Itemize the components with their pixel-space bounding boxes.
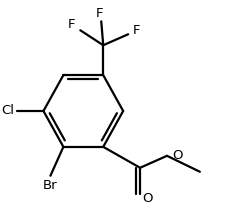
Text: Cl: Cl xyxy=(2,105,14,117)
Text: O: O xyxy=(142,192,152,205)
Text: F: F xyxy=(68,18,75,31)
Text: F: F xyxy=(95,7,103,20)
Text: O: O xyxy=(172,149,183,162)
Text: F: F xyxy=(132,24,140,37)
Text: Br: Br xyxy=(43,179,58,192)
